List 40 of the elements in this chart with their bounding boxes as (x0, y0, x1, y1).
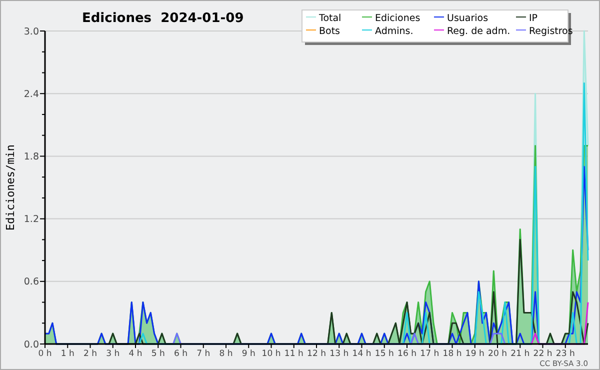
x-tick-label: 0 h (38, 349, 52, 359)
legend-label: Total (318, 13, 342, 24)
y-tick-label: 0.6 (24, 276, 39, 288)
legend-label: Ediciones (375, 13, 420, 24)
x-tick-label: 14 h (352, 349, 372, 359)
x-tick-label: 17 h (420, 349, 440, 359)
x-tick-label: 8 h (219, 349, 233, 359)
chart-title: Ediciones 2024-01-09 (82, 11, 244, 26)
legend-label: Admins. (375, 26, 414, 37)
x-tick-label: 2 h (84, 349, 97, 359)
x-tick-label: 22 h (533, 349, 552, 359)
x-tick-label: 9 h (242, 349, 256, 359)
x-tick-label: 10 h (262, 349, 281, 359)
x-tick-label: 11 h (284, 349, 304, 359)
x-tick-label: 18 h (442, 349, 462, 359)
y-axis-title: Ediciones/min (4, 144, 17, 231)
x-tick-label: 13 h (330, 349, 349, 359)
x-tick-label: 7 h (196, 349, 210, 359)
x-tick-label: 15 h (374, 349, 394, 359)
y-tick-label: 3.0 (24, 26, 39, 38)
x-tick-label: 6 h (174, 349, 188, 359)
y-tick-label: 0.0 (24, 339, 39, 350)
y-tick-label: 1.8 (24, 152, 39, 163)
x-tick-label: 21 h (510, 349, 530, 359)
y-tick-label: 1.2 (24, 214, 39, 226)
x-tick-label: 20 h (488, 349, 507, 359)
legend-label: Reg. de adm. (447, 26, 510, 37)
x-tick-label: 19 h (465, 349, 484, 359)
legend-label: Bots (319, 26, 340, 37)
x-tick-label: 4 h (128, 349, 142, 359)
x-tick-label: 1 h (60, 349, 74, 359)
legend-label: IP (529, 13, 538, 24)
legend-label: Registros (529, 26, 573, 37)
x-tick-label: 12 h (307, 349, 326, 359)
x-tick-label: 5 h (151, 349, 165, 359)
legend-label: Usuarios (447, 13, 488, 24)
x-tick-label: 23 h (556, 349, 575, 359)
x-tick-label: 16 h (398, 349, 416, 359)
y-tick-label: 2.4 (24, 88, 39, 100)
x-tick-label: 3 h (106, 349, 120, 359)
